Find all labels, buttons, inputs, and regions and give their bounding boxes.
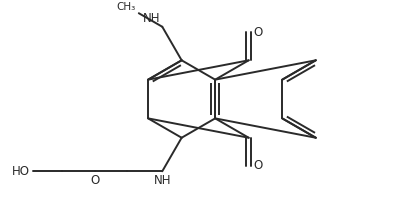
Text: HO: HO [12, 165, 29, 178]
Text: NH: NH [154, 174, 171, 187]
Text: CH₃: CH₃ [116, 2, 136, 12]
Text: NH: NH [142, 12, 160, 25]
Text: O: O [90, 174, 99, 187]
Text: O: O [253, 159, 262, 172]
Text: O: O [253, 26, 262, 39]
